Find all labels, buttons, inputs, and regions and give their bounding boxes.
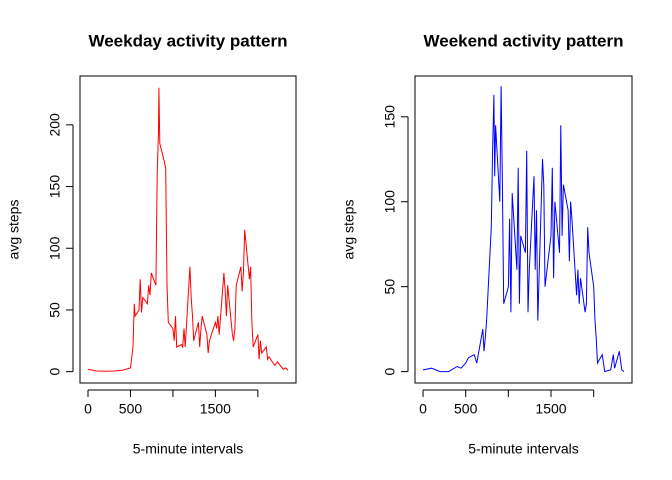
y-tick-label: 100 xyxy=(382,190,398,214)
x-axis-label: 5-minute intervals xyxy=(468,441,579,457)
x-axis-label: 5-minute intervals xyxy=(133,441,244,457)
y-tick-label: 150 xyxy=(382,105,398,129)
data-line xyxy=(422,86,625,373)
x-tick-label: 1500 xyxy=(200,401,231,417)
y-tick-label: 50 xyxy=(47,302,63,318)
x-tick-label: 0 xyxy=(419,401,427,417)
chart-title: Weekday activity pattern xyxy=(88,31,287,50)
y-tick-label: 150 xyxy=(47,175,63,199)
y-tick-label: 0 xyxy=(382,368,398,376)
chart-title: Weekend activity pattern xyxy=(424,31,624,50)
x-tick-label: 1500 xyxy=(535,401,566,417)
plot-box xyxy=(414,75,633,384)
y-tick-label: 200 xyxy=(47,113,63,137)
y-tick-label: 100 xyxy=(47,236,63,260)
y-axis-label: avg steps xyxy=(341,200,357,260)
x-tick-label: 0 xyxy=(84,401,92,417)
y-tick-label: 0 xyxy=(47,368,63,376)
plot-box xyxy=(79,75,297,384)
data-line xyxy=(87,87,289,372)
x-tick-label: 500 xyxy=(454,401,478,417)
y-axis-label: avg steps xyxy=(6,200,22,260)
x-tick-label: 500 xyxy=(119,401,143,417)
y-tick-label: 50 xyxy=(382,279,398,295)
